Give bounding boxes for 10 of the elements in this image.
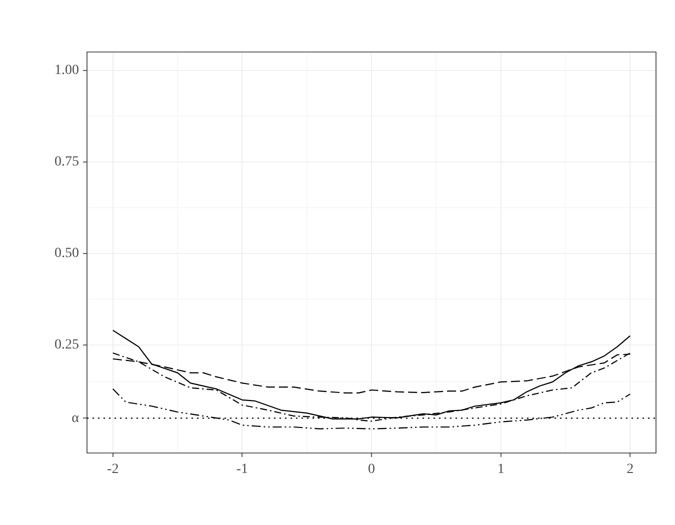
y-tick-label: 0.50 — [54, 246, 79, 262]
x-tick-label: -2 — [107, 462, 119, 478]
x-tick-label: 0 — [368, 462, 375, 478]
y-tick-label: 0.75 — [54, 154, 79, 170]
x-tick-label: -1 — [236, 462, 248, 478]
x-tick-label: 1 — [497, 462, 504, 478]
y-tick-label: 1.00 — [54, 62, 79, 78]
x-tick-label: 2 — [626, 462, 634, 478]
y-tick-label: 0.25 — [54, 338, 79, 353]
y-tick-label: α — [72, 410, 80, 426]
